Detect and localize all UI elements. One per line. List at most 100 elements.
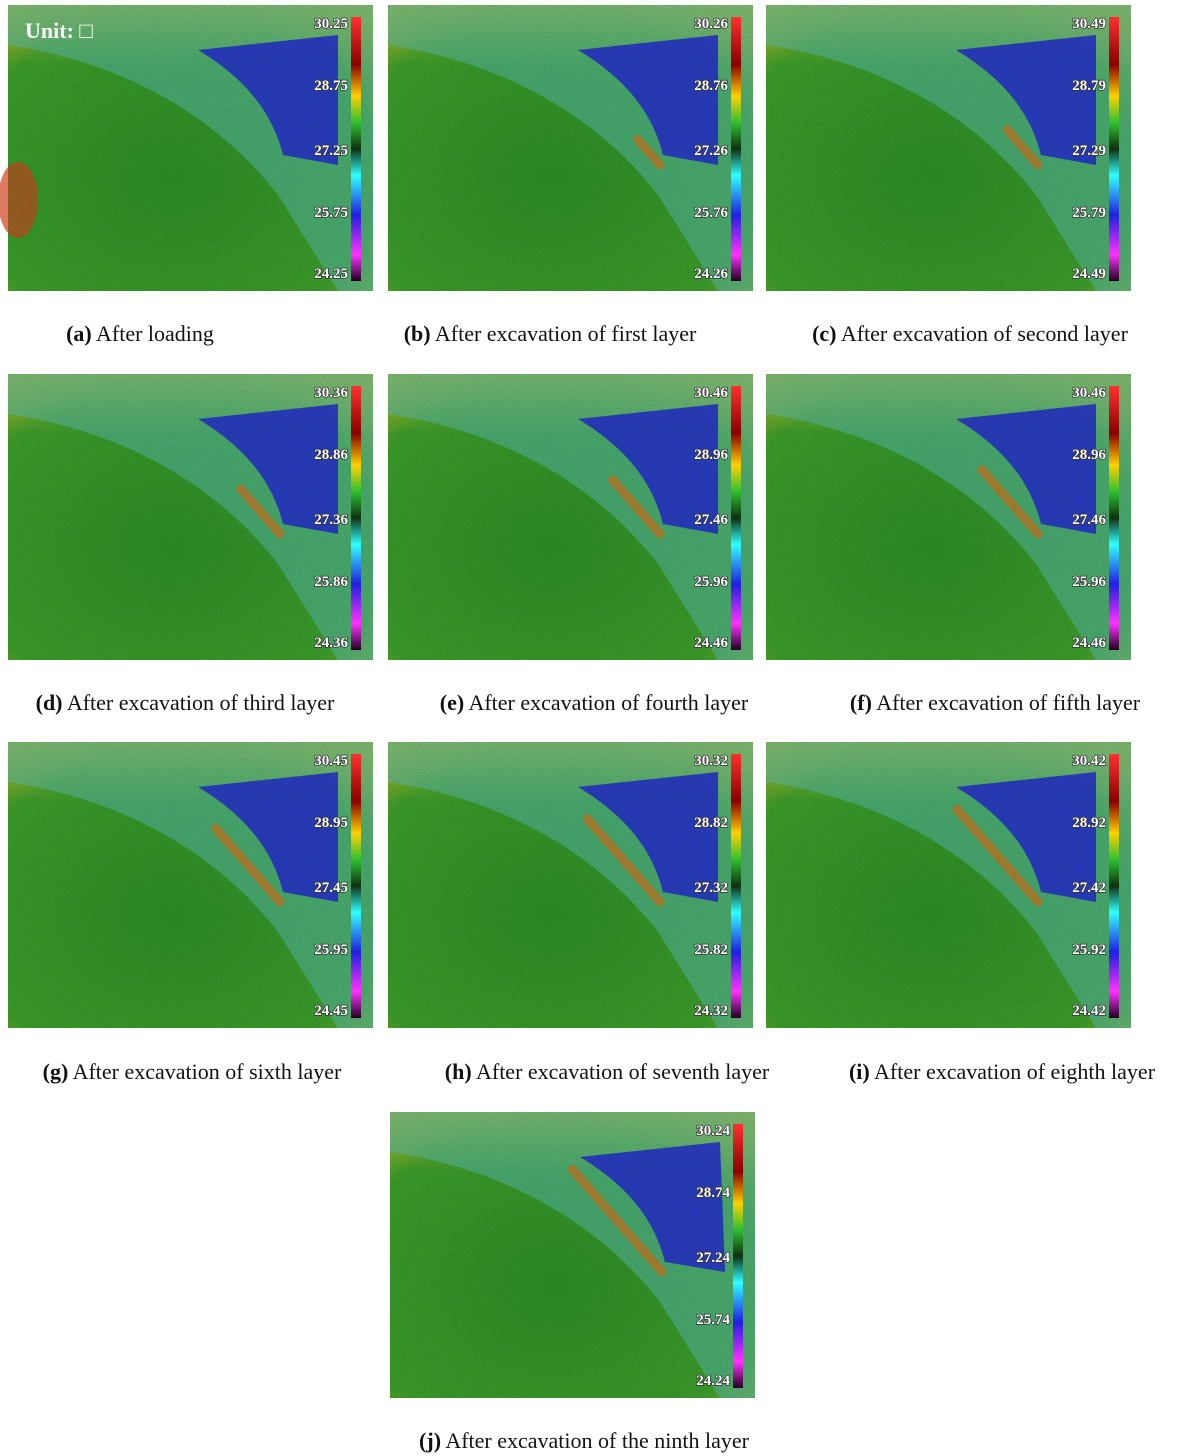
panel-caption: (i) After excavation of eighth layer [849,1059,1156,1084]
colorbar-label: 30.26 [694,16,728,32]
colorbar-label: 30.46 [1072,385,1106,401]
thermal-panel: 30.32 28.82 27.32 25.82 24.32 [388,742,753,1028]
colorbar-label: 25.95 [314,942,348,958]
colorbar-label: 27.32 [694,880,728,896]
caption-text: After excavation of third layer [67,690,335,715]
colorbar-label: 28.82 [694,815,728,831]
caption-text: After excavation of eighth layer [874,1059,1156,1084]
colorbar-label: 25.92 [1072,942,1106,958]
caption-letter: (j) [419,1428,441,1453]
colorbar-label: 27.46 [1072,512,1106,528]
colorbar-label: 30.24 [696,1123,730,1139]
thermal-panel: 30.26 28.76 27.26 25.76 24.26 [388,5,753,291]
colorbar-label: 28.86 [314,447,348,463]
colorbar-label: 24.42 [1072,1003,1106,1019]
colorbar-label: 27.36 [314,512,348,528]
caption-text: After excavation of second layer [841,321,1129,346]
panel-caption: (d) After excavation of third layer [36,690,335,715]
caption-text: After excavation of fifth layer [876,690,1141,715]
colorbar-label: 24.32 [694,1003,728,1019]
panel-caption: (h) After excavation of seventh layer [445,1059,770,1084]
caption-letter: (h) [445,1059,472,1084]
colorbar [1109,386,1119,650]
colorbar [733,1124,743,1388]
colorbar-label: 27.45 [314,880,348,896]
caption-text: After excavation of seventh layer [476,1059,770,1084]
caption-text: After excavation of fourth layer [468,690,748,715]
colorbar-label: 28.74 [696,1185,730,1201]
colorbar-label: 30.32 [694,753,728,769]
colorbar-label: 25.75 [314,205,348,221]
colorbar-label: 27.24 [696,1250,730,1266]
colorbar-label: 28.95 [314,815,348,831]
caption-text: After excavation of first layer [435,321,697,346]
colorbar-label: 25.74 [696,1312,730,1328]
colorbar-label: 25.86 [314,574,348,590]
colorbar-label: 30.49 [1072,16,1106,32]
thermal-panel: 30.25 28.75 27.25 25.75 24.25 Unit: □ [0,5,373,291]
thermal-panel: 30.46 28.96 27.46 25.96 24.46 [388,374,753,660]
colorbar [351,754,361,1018]
colorbar [1109,17,1119,281]
colorbar-label: 30.46 [694,385,728,401]
colorbar-label: 24.45 [314,1003,348,1019]
caption-letter: (g) [43,1059,69,1084]
colorbar-label: 30.42 [1072,753,1106,769]
colorbar [351,386,361,650]
caption-letter: (b) [404,321,431,346]
colorbar-label: 24.49 [1072,266,1106,282]
panel-caption: (a) After loading [66,321,214,346]
thermal-panel: 30.49 28.79 27.29 25.79 24.49 [766,5,1131,291]
colorbar-label: 28.79 [1072,78,1106,94]
colorbar-label: 24.46 [1072,635,1106,651]
colorbar-label: 30.25 [314,16,348,32]
colorbar-label: 24.36 [314,635,348,651]
thermal-panel: 30.36 28.86 27.36 25.86 24.36 [8,374,373,660]
panel-caption: (j) After excavation of the ninth layer [419,1428,750,1453]
panel-caption: (e) After excavation of fourth layer [440,690,749,715]
panel-caption: (g) After excavation of sixth layer [43,1059,342,1084]
caption-letter: (c) [812,321,836,346]
colorbar-label: 27.26 [694,143,728,159]
colorbar [351,17,361,281]
panel-caption: (c) After excavation of second layer [812,321,1128,346]
colorbar-label: 27.46 [694,512,728,528]
colorbar-label: 24.24 [696,1373,730,1389]
colorbar-label: 24.46 [694,635,728,651]
panel-caption: (f) After excavation of fifth layer [850,690,1141,715]
panel-caption: (b) After excavation of first layer [404,321,697,346]
caption-letter: (e) [440,690,464,715]
colorbar-label: 27.25 [314,143,348,159]
colorbar-label: 28.96 [694,447,728,463]
thermal-panel: 30.24 28.74 27.24 25.74 24.24 [390,1112,755,1398]
colorbar-label: 28.76 [694,78,728,94]
caption-letter: (i) [849,1059,870,1084]
unit-label: Unit: □ [25,18,93,43]
colorbar-label: 25.82 [694,942,728,958]
thermal-panel: 30.4628.9627.4625.9624.46 [766,374,1131,660]
figure: 30.25 28.75 27.25 25.75 24.25 Unit: □ (a) Afte… [0,0,1193,1456]
colorbar [1109,754,1119,1018]
colorbar [731,754,741,1018]
caption-letter: (a) [66,321,92,346]
colorbar-label: 27.42 [1072,880,1106,896]
colorbar-label: 27.29 [1072,143,1106,159]
colorbar-label: 28.96 [1072,447,1106,463]
colorbar-label: 25.76 [694,205,728,221]
caption-text: After excavation of sixth layer [73,1059,342,1084]
colorbar-label: 28.92 [1072,815,1106,831]
thermal-panel: 30.42 28.92 27.42 25.92 24.42 [766,742,1131,1028]
caption-letter: (d) [36,690,63,715]
caption-text: After loading [96,321,214,346]
colorbar-label: 30.45 [314,753,348,769]
thermal-panel: 30.45 28.95 27.45 25.95 24.45 [8,742,373,1028]
colorbar [731,17,741,281]
colorbar-label: 24.26 [694,266,728,282]
colorbar-label: 24.25 [314,266,348,282]
colorbar-label: 28.75 [314,78,348,94]
caption-text: After excavation of the ninth layer [445,1428,749,1453]
colorbar-label: 30.36 [314,385,348,401]
caption-letter: (f) [850,690,872,715]
colorbar-label: 25.96 [694,574,728,590]
colorbar-label: 25.79 [1072,205,1106,221]
